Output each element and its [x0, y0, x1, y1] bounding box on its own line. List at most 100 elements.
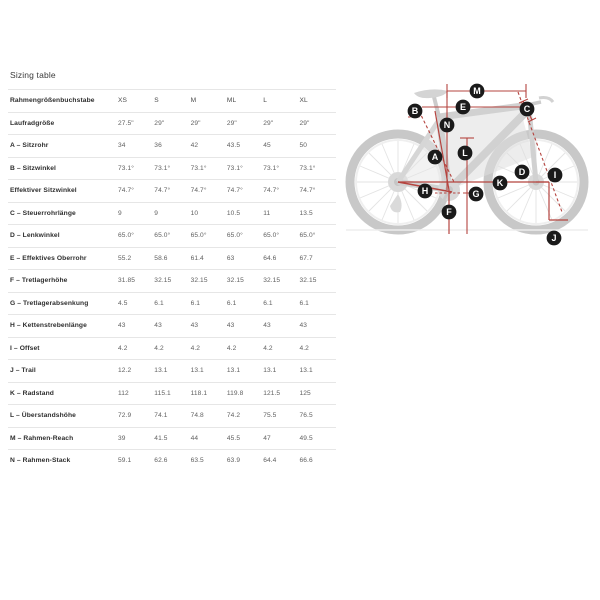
- table-cell: 61.4: [190, 254, 204, 262]
- table-cell: 9: [118, 209, 122, 217]
- table-cell: 74.7°: [118, 187, 134, 195]
- marker-label: D: [519, 167, 526, 177]
- marker-circle: [407, 103, 423, 119]
- row-label: E – Effektives Oberrohr: [10, 254, 87, 262]
- table-cell: 65.0°: [118, 232, 134, 240]
- table-cell: 13.1: [263, 367, 277, 375]
- marker-n: N: [439, 117, 455, 133]
- table-cell: 118.1: [190, 389, 208, 397]
- column-header-l: L: [263, 97, 267, 105]
- table-cell: 43: [154, 322, 162, 330]
- table-cell: 62.6: [154, 457, 168, 465]
- table-body: Laufradgröße 27.5" 29" 29" 29" 29" 29" A – Sitz…: [8, 112, 336, 472]
- row-label: M – Rahmen-Reach: [10, 434, 74, 442]
- marker-k: K: [492, 175, 508, 191]
- table-cell: 73.1°: [299, 164, 316, 172]
- marker-circle: [427, 149, 443, 165]
- row-label: J – Trail: [10, 367, 36, 375]
- row-label: I – Offset: [10, 344, 40, 352]
- marker-label: I: [554, 170, 557, 180]
- table-row: E – Effektives Oberrohr 55.2 58.6 61.4 63 64.…: [8, 247, 336, 270]
- table-cell: 73.1°: [226, 164, 243, 172]
- column-header-xl: XL: [299, 97, 308, 105]
- table-row: I – Offset 4.2 4.2 4.2 4.2 4.2 4.2: [8, 337, 336, 360]
- marker-label: M: [473, 86, 481, 96]
- row-label: L – Überstandshöhe: [10, 412, 76, 420]
- table-cell: 43: [118, 322, 126, 330]
- table-cell: 74.8: [190, 412, 204, 420]
- table-cell: 4.2: [226, 344, 237, 352]
- table-cell: 6.1: [263, 299, 273, 307]
- row-label: B – Sitzwinkel: [10, 164, 56, 172]
- table-header-label: Rahmengrößenbuchstabe: [10, 97, 95, 105]
- row-label: H – Kettenstrebenlänge: [10, 322, 87, 330]
- table-cell: 74.1: [154, 412, 168, 420]
- table-cell: 13.1: [226, 367, 241, 375]
- table-row: Laufradgröße 27.5" 29" 29" 29" 29" 29": [8, 112, 336, 135]
- marker-g: G: [468, 186, 484, 202]
- column-header-m: M: [190, 97, 197, 105]
- marker-b: B: [407, 103, 423, 119]
- table-cell: 6.1: [154, 299, 164, 307]
- table-cell: 43: [226, 322, 235, 330]
- marker-d: D: [514, 164, 530, 180]
- table-row: C – Steuerrohrlänge 9 9 10 10.5 11 13.5: [8, 202, 336, 225]
- table-cell: 45.5: [226, 434, 241, 442]
- row-label: Effektiver Sitzwinkel: [10, 187, 77, 195]
- marker-label: H: [422, 186, 429, 196]
- table-row: D – Lenkwinkel 65.0° 65.0° 65.0° 65.0° 65.0° 6…: [8, 224, 336, 248]
- table-cell: 43: [299, 322, 308, 330]
- table-cell: 4.2: [299, 344, 309, 352]
- table-cell: 43.5: [226, 142, 241, 150]
- marker-label: F: [446, 207, 452, 217]
- table-row: F – Tretlagerhöhe 31.85 32.15 32.15 32.15 32.…: [8, 269, 336, 293]
- column-header-s: S: [154, 97, 159, 105]
- marker-circle: [547, 167, 563, 183]
- table-cell: 43: [190, 322, 199, 330]
- table-cell: 42: [190, 142, 199, 150]
- table-cell: 63.9: [226, 457, 241, 465]
- table-cell: 4.2: [263, 344, 273, 352]
- marker-circle: [469, 83, 485, 99]
- table-cell: 63: [226, 254, 235, 262]
- table-cell: 65.0°: [299, 232, 316, 240]
- table-cell: 12.2: [118, 367, 132, 375]
- table-cell: 29": [154, 119, 165, 127]
- marker-i: I: [547, 167, 563, 183]
- table-cell: 76.5: [299, 412, 313, 420]
- row-label: N – Rahmen-Stack: [10, 457, 71, 465]
- table-cell: 29": [299, 119, 310, 127]
- marker-label: C: [524, 104, 531, 114]
- table-cell: 32.15: [226, 277, 244, 285]
- marker-e: E: [455, 99, 471, 115]
- table-cell: 74.7°: [263, 187, 280, 195]
- marker-j: J: [546, 230, 562, 246]
- table-cell: 4.2: [154, 344, 164, 352]
- table-cell: 6.1: [226, 299, 237, 307]
- row-label: A – Sitzrohr: [10, 142, 49, 150]
- table-cell: 55.2: [118, 254, 132, 262]
- table-cell: 11: [263, 209, 271, 217]
- table-row: N – Rahmen-Stack 59.1 62.6 63.5 63.9 64.4 66.6: [8, 449, 336, 472]
- table-cell: 32.15: [299, 277, 317, 285]
- marker-label: L: [462, 148, 468, 158]
- table-cell: 66.6: [299, 457, 313, 465]
- table-cell: 74.7°: [299, 187, 316, 195]
- table-cell: 32.15: [154, 277, 172, 285]
- table-cell: 39: [118, 434, 126, 442]
- row-label: F – Tretlagerhöhe: [10, 277, 68, 285]
- row-label: C – Steuerrohrlänge: [10, 209, 76, 217]
- row-label: D – Lenkwinkel: [10, 232, 60, 240]
- marker-label: E: [460, 102, 466, 112]
- marker-label: A: [432, 152, 439, 162]
- table-cell: 4.2: [190, 344, 201, 352]
- marker-c: C: [519, 101, 535, 117]
- row-label: G – Tretlagerabsenkung: [10, 299, 89, 307]
- marker-circle: [546, 230, 562, 246]
- table-cell: 43: [263, 322, 271, 330]
- marker-circle: [441, 204, 457, 220]
- table-cell: 45: [263, 142, 271, 150]
- marker-label: N: [444, 120, 451, 130]
- table-row: Effektiver Sitzwinkel 74.7° 74.7° 74.7° 74.7…: [8, 179, 336, 203]
